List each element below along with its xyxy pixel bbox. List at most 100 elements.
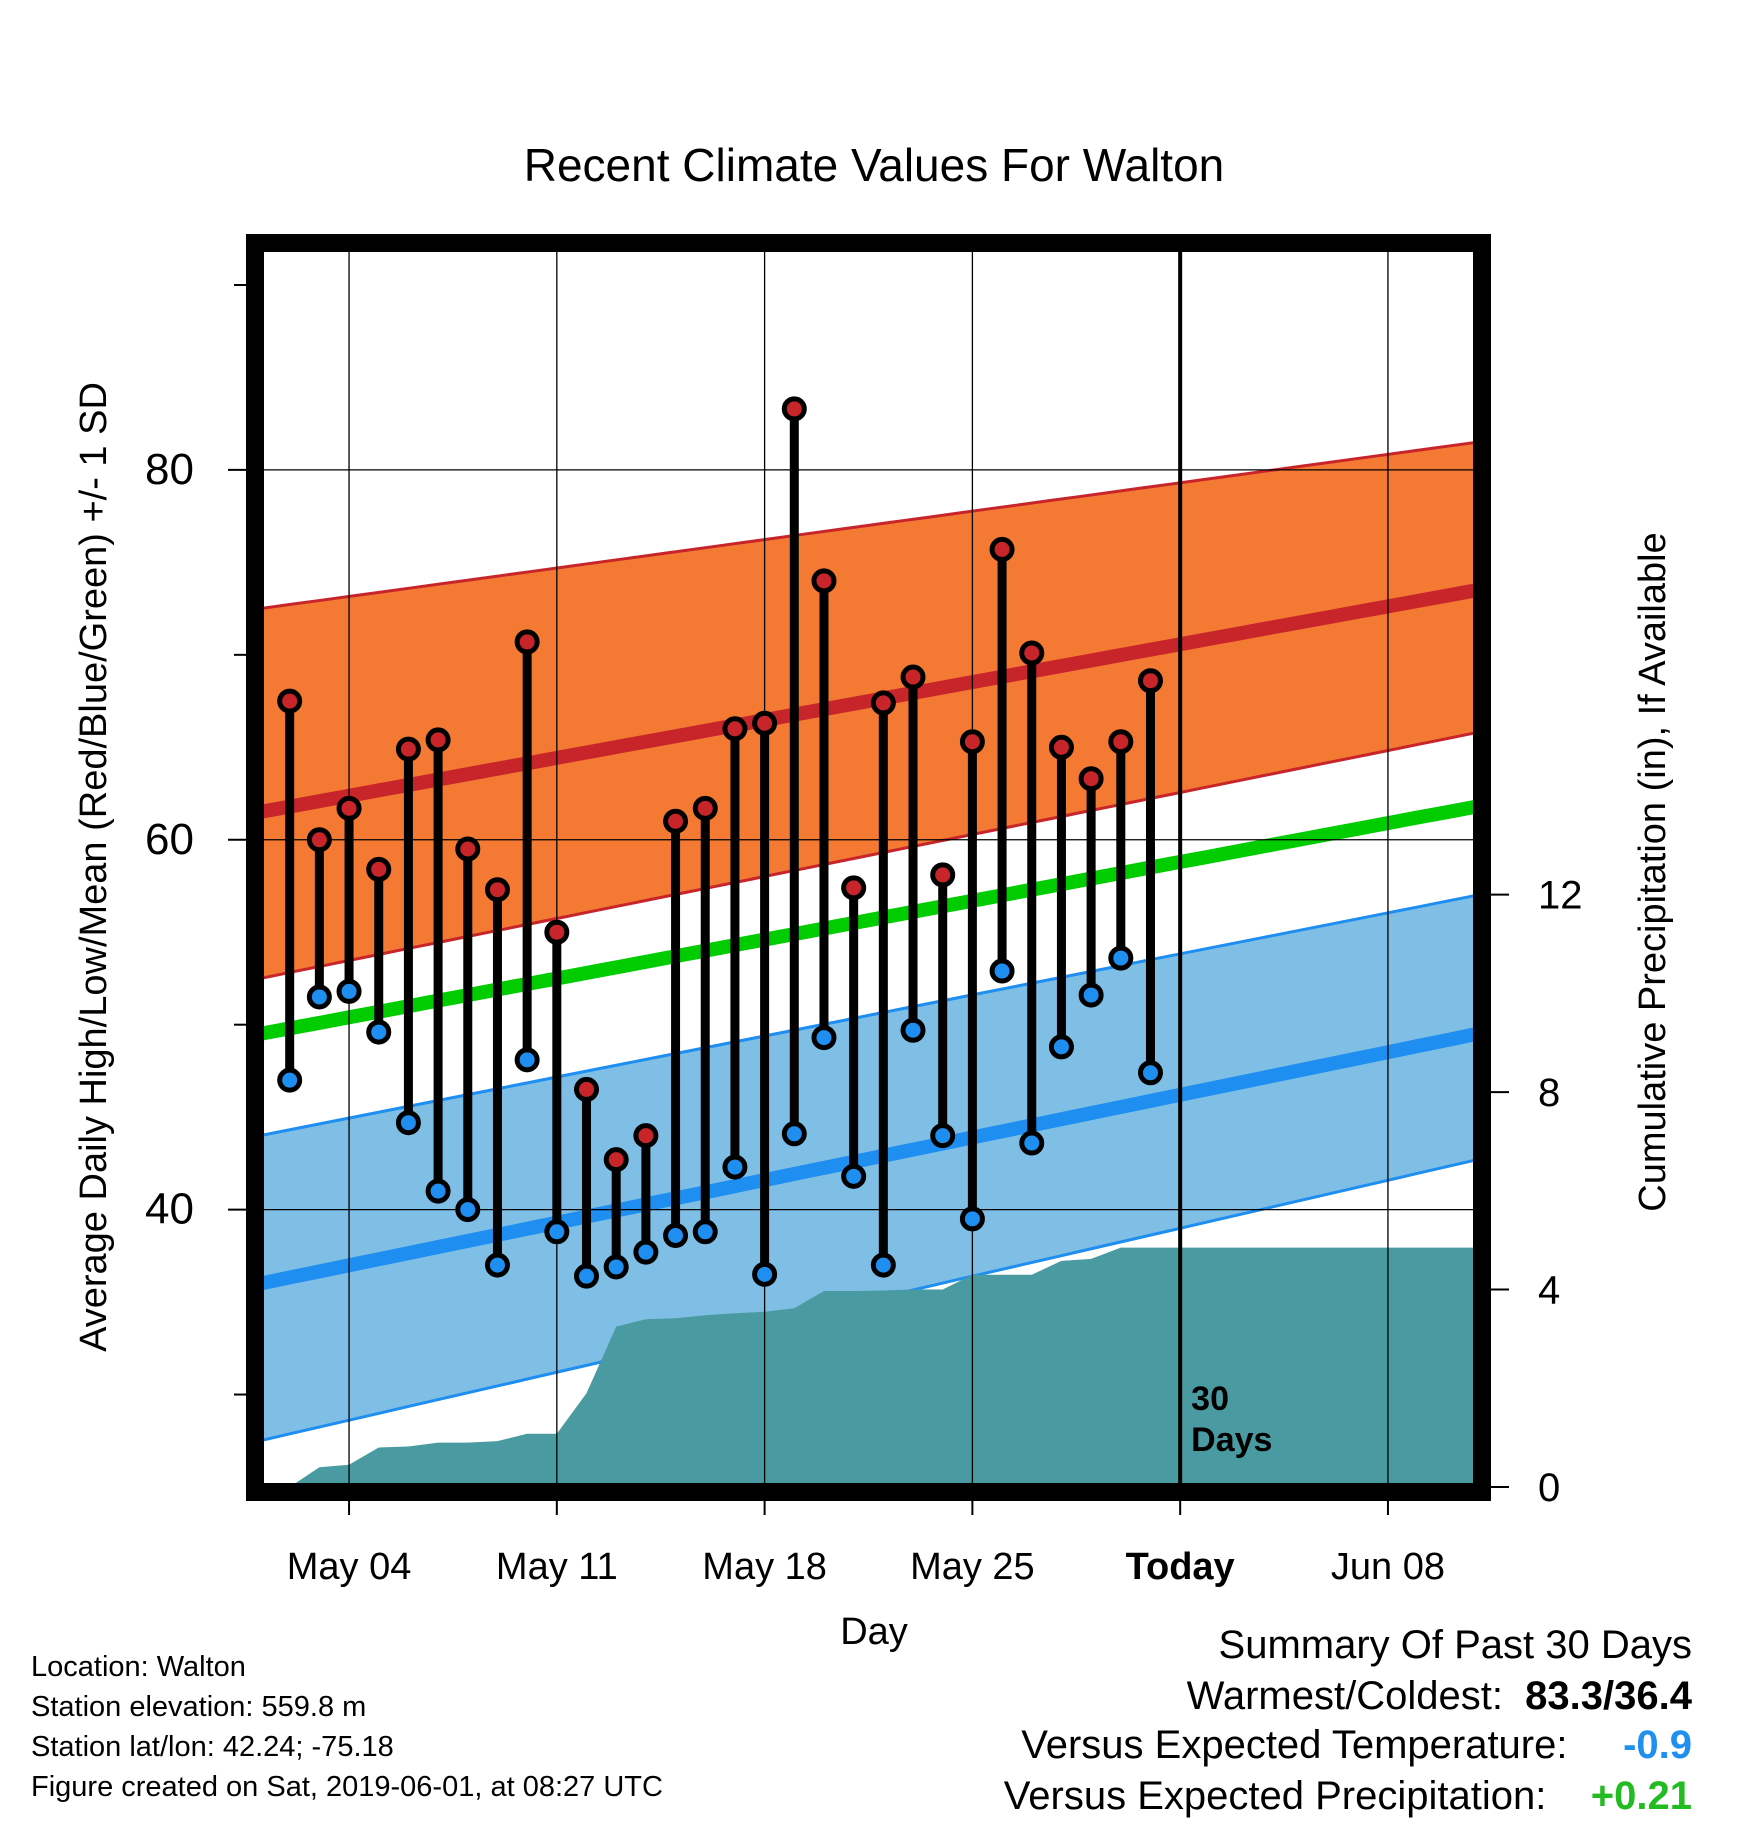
daily-low-point (752, 1261, 778, 1287)
x-tick-label: May 18 (702, 1546, 827, 1588)
daily-low-point (395, 1110, 421, 1136)
summary-precip: Versus Expected Precipitation: +0.21 (1004, 1774, 1692, 1819)
daily-high-point (306, 827, 332, 853)
daily-high-point (722, 716, 748, 742)
daily-high-point (781, 396, 807, 422)
daily-high-point (959, 729, 985, 755)
daily-high-point (663, 808, 689, 834)
x-axis-label: Day (840, 1611, 908, 1653)
daily-high-point (514, 629, 540, 655)
daily-low-point (781, 1121, 807, 1147)
daily-low-point (900, 1017, 926, 1043)
daily-high-point (484, 877, 510, 903)
daily-low-point (544, 1219, 570, 1245)
daily-high-point (544, 919, 570, 945)
expected-mean-line (260, 799, 1477, 1041)
y2-tick-label: 8 (1538, 1071, 1560, 1115)
daily-high-point (752, 710, 778, 736)
daily-high-point (574, 1076, 600, 1102)
daily-high-point (692, 795, 718, 821)
daily-low-point (455, 1197, 481, 1223)
y2-tick-label: 12 (1538, 874, 1583, 918)
y2-tick-label: 0 (1538, 1466, 1560, 1510)
created-text: Figure created on Sat, 2019-06-01, at 08… (31, 1771, 663, 1803)
y2-tick-label: 4 (1538, 1269, 1560, 1313)
x-tick-label: May 25 (910, 1546, 1035, 1588)
daily-high-point (603, 1147, 629, 1173)
daily-high-point (811, 568, 837, 594)
latlon-text: Station lat/lon: 42.24; -75.18 (31, 1731, 394, 1763)
daily-high-point (1137, 668, 1163, 694)
summary-heading: Summary Of Past 30 Days (1218, 1623, 1692, 1667)
daily-low-point (425, 1178, 451, 1204)
expected-high-line (260, 583, 1477, 819)
y-tick-label: 40 (145, 1185, 194, 1234)
daily-low-point (306, 984, 332, 1010)
elevation-text: Station elevation: 559.8 m (31, 1691, 367, 1723)
today-days-count: 30 (1191, 1380, 1229, 1418)
high-band-lower-edge (260, 731, 1477, 980)
daily-high-point (841, 875, 867, 901)
x-tick-label: Jun 08 (1331, 1546, 1445, 1588)
daily-low-point (1078, 982, 1104, 1008)
daily-high-point (633, 1123, 659, 1149)
daily-high-point (366, 856, 392, 882)
daily-low-point (959, 1206, 985, 1232)
daily-high-point (395, 736, 421, 762)
daily-high-point (277, 688, 303, 714)
location-text: Location: Walton (31, 1651, 246, 1683)
daily-high-point (1078, 766, 1104, 792)
low-band-upper-edge (260, 893, 1477, 1138)
y-tick-label: 80 (145, 445, 194, 494)
daily-low-point (930, 1123, 956, 1149)
daily-high-point (1048, 734, 1074, 760)
daily-low-point (1048, 1034, 1074, 1060)
daily-low-point (722, 1154, 748, 1180)
daily-high-point (870, 690, 896, 716)
daily-low-point (574, 1263, 600, 1289)
y-tick-label: 60 (145, 815, 194, 864)
low-sd-band (260, 895, 1477, 1441)
daily-high-point (930, 862, 956, 888)
daily-low-point (841, 1163, 867, 1189)
daily-low-point (277, 1067, 303, 1093)
x-tick-label: May 11 (496, 1546, 618, 1588)
high-sd-band (260, 442, 1477, 979)
daily-low-point (336, 978, 362, 1004)
daily-low-point (1019, 1130, 1045, 1156)
daily-low-point (633, 1239, 659, 1265)
x-tick-label: Today (1126, 1546, 1235, 1588)
y-axis-label: Average Daily High/Low/Mean (Red/Blue/Gr… (73, 382, 115, 1352)
today-days-label: Days (1191, 1421, 1272, 1459)
daily-low-point (1108, 945, 1134, 971)
expected-low-line (260, 1027, 1477, 1291)
daily-low-point (811, 1025, 837, 1051)
daily-high-point (1019, 640, 1045, 666)
precip-value: +0.21 (1590, 1774, 1692, 1818)
daily-low-point (663, 1223, 689, 1249)
daily-high-point (900, 664, 926, 690)
daily-low-point (366, 1019, 392, 1045)
warm-cold-value: 83.3/36.4 (1525, 1674, 1692, 1718)
summary-temp: Versus Expected Temperature: -0.9 (1021, 1723, 1692, 1768)
daily-low-point (989, 958, 1015, 984)
chart-title: Recent Climate Values For Walton (523, 139, 1225, 191)
daily-low-point (603, 1254, 629, 1280)
warm-cold-label: Warmest/Coldest: (1186, 1674, 1503, 1718)
daily-low-point (514, 1047, 540, 1073)
temp-label: Versus Expected Temperature: (1021, 1723, 1568, 1767)
temp-value: -0.9 (1623, 1723, 1692, 1767)
daily-high-point (1108, 729, 1134, 755)
y2-axis-label: Cumulative Precipitation (in), If Availa… (1632, 532, 1674, 1211)
daily-high-point (336, 795, 362, 821)
daily-low-point (484, 1252, 510, 1278)
daily-low-point (870, 1252, 896, 1278)
plot-frame (246, 234, 1491, 1501)
daily-low-point (1137, 1060, 1163, 1086)
daily-high-point (989, 536, 1015, 562)
daily-low-point (692, 1219, 718, 1245)
precip-label: Versus Expected Precipitation: (1003, 1774, 1547, 1818)
summary-warm-cold: Warmest/Coldest: 83.3/36.4 (1187, 1674, 1692, 1719)
daily-high-point (425, 727, 451, 753)
